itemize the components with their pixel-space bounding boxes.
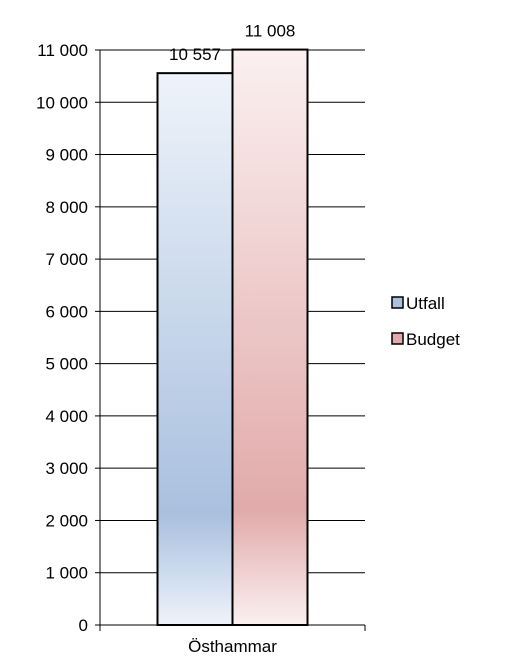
y-tick-label: 3 000 (45, 459, 88, 478)
x-category-label: Östhammar (188, 637, 277, 656)
data-label-budget: 11 008 (245, 22, 296, 41)
data-label-utfall: 10 557 (169, 45, 221, 64)
y-tick-label: 1 000 (45, 564, 88, 583)
legend-label-utfall: Utfall (406, 294, 445, 313)
legend-label-budget: Budget (406, 330, 460, 349)
y-tick-label: 8 000 (45, 198, 88, 217)
legend-swatch-utfall (391, 296, 404, 309)
labels: 0 1 000 2 000 3 000 4 000 5 000 6 000 7 000 8 00… (36, 22, 295, 656)
y-tick-label: 5 000 (45, 355, 88, 374)
y-tick-label: 10 000 (36, 93, 88, 112)
y-tick-label: 4 000 (45, 407, 88, 426)
y-tick-label: 9 000 (45, 146, 88, 165)
axes (95, 49, 366, 631)
bar-utfall (156, 72, 234, 627)
y-tick-label: 2 000 (45, 511, 88, 530)
y-tick-label: 0 (79, 616, 88, 635)
bars (156, 48, 309, 627)
y-tick-label: 11 000 (37, 41, 88, 60)
y-tick-label: 6 000 (45, 302, 88, 321)
bar-budget (231, 48, 309, 626)
legend-swatch-budget (391, 332, 404, 345)
y-tick-label: 7 000 (45, 250, 88, 269)
legend: Utfall Budget (391, 294, 460, 349)
